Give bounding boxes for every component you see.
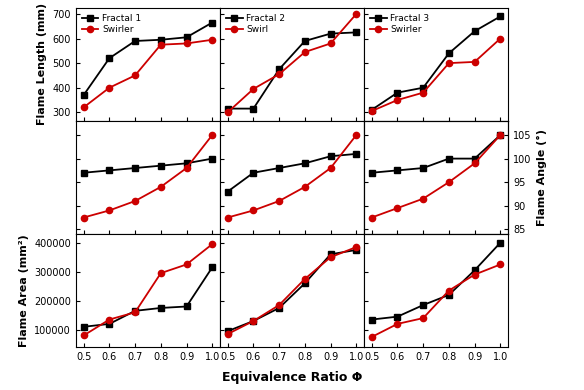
Fractal 3 [471, 29, 478, 34]
Swirler [157, 43, 164, 47]
Swirl [276, 72, 283, 76]
Y-axis label: Flame Angle (°): Flame Angle (°) [537, 129, 547, 226]
Swirl [327, 41, 334, 46]
Fractal 1 [183, 35, 190, 40]
Line: Swirler: Swirler [81, 37, 215, 110]
Fractal 2 [353, 30, 360, 35]
Fractal 3 [446, 51, 453, 56]
Swirler [106, 85, 113, 90]
Swirler [208, 37, 215, 42]
Fractal 3 [369, 108, 376, 112]
Swirler [497, 36, 504, 41]
Fractal 3 [394, 90, 401, 95]
Line: Swirler: Swirler [369, 35, 503, 114]
Fractal 2 [250, 106, 257, 111]
Swirl [301, 50, 308, 54]
Line: Swirl: Swirl [225, 11, 359, 115]
Fractal 1 [208, 20, 215, 25]
Fractal 1 [80, 93, 87, 98]
Swirler [394, 98, 401, 102]
Y-axis label: Flame Length (mm): Flame Length (mm) [37, 3, 47, 126]
Line: Fractal 3: Fractal 3 [369, 13, 503, 113]
Fractal 1 [106, 56, 113, 60]
Fractal 1 [131, 39, 138, 43]
Swirler [420, 90, 427, 95]
Swirl [224, 110, 231, 115]
Swirler [131, 73, 138, 78]
Y-axis label: Flame Area (mm²): Flame Area (mm²) [19, 234, 29, 347]
Legend: Fractal 3, Swirler: Fractal 3, Swirler [369, 12, 431, 36]
Swirler [471, 60, 478, 64]
Swirler [183, 41, 190, 46]
Fractal 3 [497, 14, 504, 19]
Fractal 1 [157, 37, 164, 42]
Fractal 3 [420, 85, 427, 90]
Legend: Fractal 1, Swirler: Fractal 1, Swirler [81, 12, 143, 36]
Swirler [80, 105, 87, 110]
Fractal 2 [276, 67, 283, 72]
Line: Fractal 1: Fractal 1 [81, 20, 215, 98]
Swirler [446, 61, 453, 66]
Swirl [353, 12, 360, 16]
Legend: Fractal 2, Swirl: Fractal 2, Swirl [224, 12, 287, 36]
Swirler [369, 109, 376, 113]
Text: Equivalence Ratio Φ: Equivalence Ratio Φ [222, 371, 362, 384]
Fractal 2 [301, 39, 308, 43]
Swirl [250, 87, 257, 91]
Fractal 2 [224, 106, 231, 111]
Line: Fractal 2: Fractal 2 [225, 29, 359, 112]
Fractal 2 [327, 31, 334, 36]
